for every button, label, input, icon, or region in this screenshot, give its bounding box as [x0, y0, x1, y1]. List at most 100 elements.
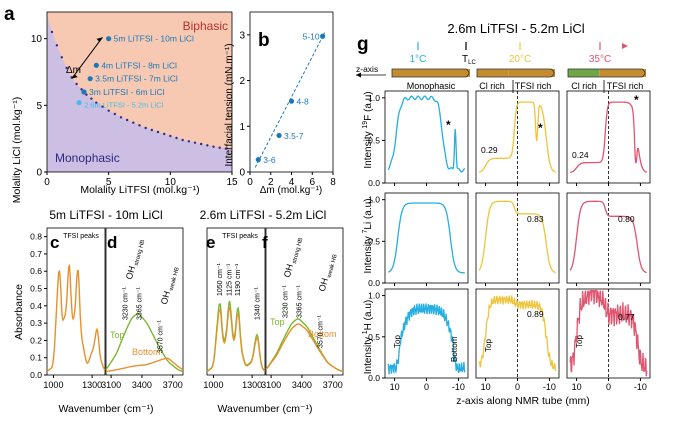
boundary-point: [75, 82, 78, 86]
top-label: Top: [393, 335, 402, 348]
x-tick-label: -10: [452, 382, 465, 392]
x-tick-label: 3400: [132, 380, 152, 390]
top-label: Top: [575, 335, 584, 348]
boundary-point: [218, 146, 221, 149]
peak-label: 1125 cm⁻¹: [227, 263, 234, 296]
nmr-profile: [478, 294, 557, 372]
y-tick-label: 0.4: [30, 301, 42, 311]
oh-weak-label: OH: [159, 290, 172, 306]
y-tick-label: 0.7: [30, 249, 42, 259]
y-tick-label: 5: [36, 101, 42, 112]
x-tick-label: 5: [106, 177, 112, 188]
ratio-label: 0.89: [527, 309, 544, 319]
x-tick-label: 2: [268, 177, 274, 188]
ir-plot-c: 1000 1300 0.0 0.1 0.2 0.3 0.4 0.5 0.6 0.7 0.8: [30, 227, 106, 390]
nmr-profile: [570, 101, 648, 174]
spectrum-line: [46, 263, 106, 372]
composition-label: 3m LiTFSI - 6m LiCl: [89, 87, 165, 97]
x-tick-label: 3700: [323, 380, 343, 390]
ratio-label: 0.80: [618, 214, 635, 224]
top-label: Top: [484, 339, 493, 352]
nmr-profile: [569, 288, 648, 377]
tension-point: [255, 157, 261, 163]
plot-frame: [46, 11, 233, 173]
panel-d: 3100 3400 3700 Top Bottom 3230 cm⁻¹ 3365 cm⁻¹ 3…: [101, 227, 184, 390]
boundary-point: [162, 132, 166, 136]
x-tick-label: 10: [165, 177, 177, 188]
ir-group-title-right: 2.6m LiTFSI - 5.2m LiCl: [200, 208, 327, 222]
arrow-head: [356, 72, 361, 78]
monophasic-region: [47, 14, 232, 172]
tension-point: [276, 132, 282, 139]
composition-point: [81, 89, 87, 95]
spectrum-bottom: [265, 323, 344, 373]
interfacial-tension-ylabel: Interfacial tension (mN.m⁻¹): [224, 43, 235, 166]
ir-plot-f: 3100 3400 3700 Top Bottom 3230 cm⁻¹ 3365 cm⁻¹ 3…: [261, 227, 344, 390]
nmr-ylabel-7li: Intensity 7Li (a.u): [362, 198, 374, 273]
boundary-point: [181, 138, 184, 142]
spectrum-top: [105, 313, 184, 373]
asterisk: *: [538, 121, 543, 135]
bottom-label: Bottom: [450, 336, 459, 362]
oh-weak-sub: weak HB: [326, 254, 338, 280]
composition-point: [106, 36, 112, 42]
boundary-point: [90, 97, 93, 100]
panel-f: 3100 3400 3700 Top Bottom 3230 cm⁻¹ 3365 cm⁻¹ 3…: [261, 227, 344, 390]
tfsi-peaks-label-e: TFSI peaks: [222, 233, 258, 240]
y-tick-label: 0: [36, 168, 42, 179]
arrow-head: [622, 43, 628, 49]
nmr-profile: [479, 101, 557, 173]
column-label: Monophasic: [407, 81, 456, 91]
panel-letter-a: a: [4, 4, 15, 25]
boundary-point: [65, 66, 68, 70]
y-tick-label: 1.0: [368, 93, 380, 103]
spectrum-bottom: [206, 306, 266, 373]
y-tick-label: 2: [239, 76, 245, 87]
boundary-point: [187, 140, 191, 143]
nmr-xlabel: z-axis along NMR tube (mm): [456, 395, 590, 407]
x-tick-label: 10: [572, 382, 582, 392]
series-label: Bottom: [308, 329, 337, 339]
column-label: Cl rich: [479, 81, 505, 91]
panel-letter-e: e: [206, 233, 215, 252]
oh-weak-label: OH: [317, 277, 330, 293]
interfacial-tension-plot: 0 2 4 6 8 0 1 2 3 3-6 3.5-7 4-8 5-10: [239, 11, 336, 188]
boundary-point: [193, 141, 197, 144]
wavenumber-xlabel-left: Wavenumber (cm⁻¹): [59, 403, 154, 415]
plot-frame: [105, 227, 184, 376]
temp-label-tlc: TLC: [462, 54, 476, 66]
boundary-point: [175, 136, 178, 140]
peak-label: 3365 cm⁻¹: [136, 286, 143, 320]
panel-letter-c: c: [50, 233, 59, 252]
nmr-tube: [476, 68, 555, 78]
boundary-point: [212, 145, 215, 148]
boundary-point: [101, 105, 104, 108]
x-tick-label: 3400: [292, 380, 312, 390]
boundary-point: [125, 118, 129, 122]
nmr-profile: [569, 200, 647, 274]
oh-strong-sub: strong HB: [292, 237, 305, 264]
oh-strong-label: OH: [124, 265, 137, 281]
boundary-point: [150, 128, 154, 132]
peak-label: 3570 cm⁻¹: [157, 319, 164, 353]
tlc-main: T: [462, 54, 468, 65]
x-tick-label: 4: [289, 177, 295, 188]
x-tick-label: 3700: [163, 380, 183, 390]
composition-label: 5m LiTFSI - 10m LiCl: [114, 34, 194, 44]
y-tick-label: 0.8: [30, 232, 42, 242]
tension-point: [288, 98, 295, 104]
phase-diagram-plot: 0 5 10 15 0 5 10 5m LiTFSI - 10m LiCl 4m LiTFSI …: [31, 11, 238, 188]
interfacial-tension-xlabel: Δm (mol.kg⁻¹): [260, 185, 323, 196]
tube-segment: [477, 69, 509, 77]
oh-weak-sub: weak HB: [168, 267, 180, 293]
arrow-head: [96, 37, 103, 42]
y-tick-label: 0.5: [368, 135, 380, 145]
composition-label: 2.6m LiTFSI - 5.2m LiCl: [84, 101, 164, 110]
asterisk: *: [446, 118, 451, 132]
boundary-point: [85, 93, 88, 96]
composition-point: [87, 76, 93, 82]
monophasic-label: Monophasic: [55, 151, 120, 165]
x-tick-label: 0: [247, 177, 253, 188]
boundary-point: [206, 144, 209, 147]
y-tick-label: 0.5: [368, 332, 380, 342]
